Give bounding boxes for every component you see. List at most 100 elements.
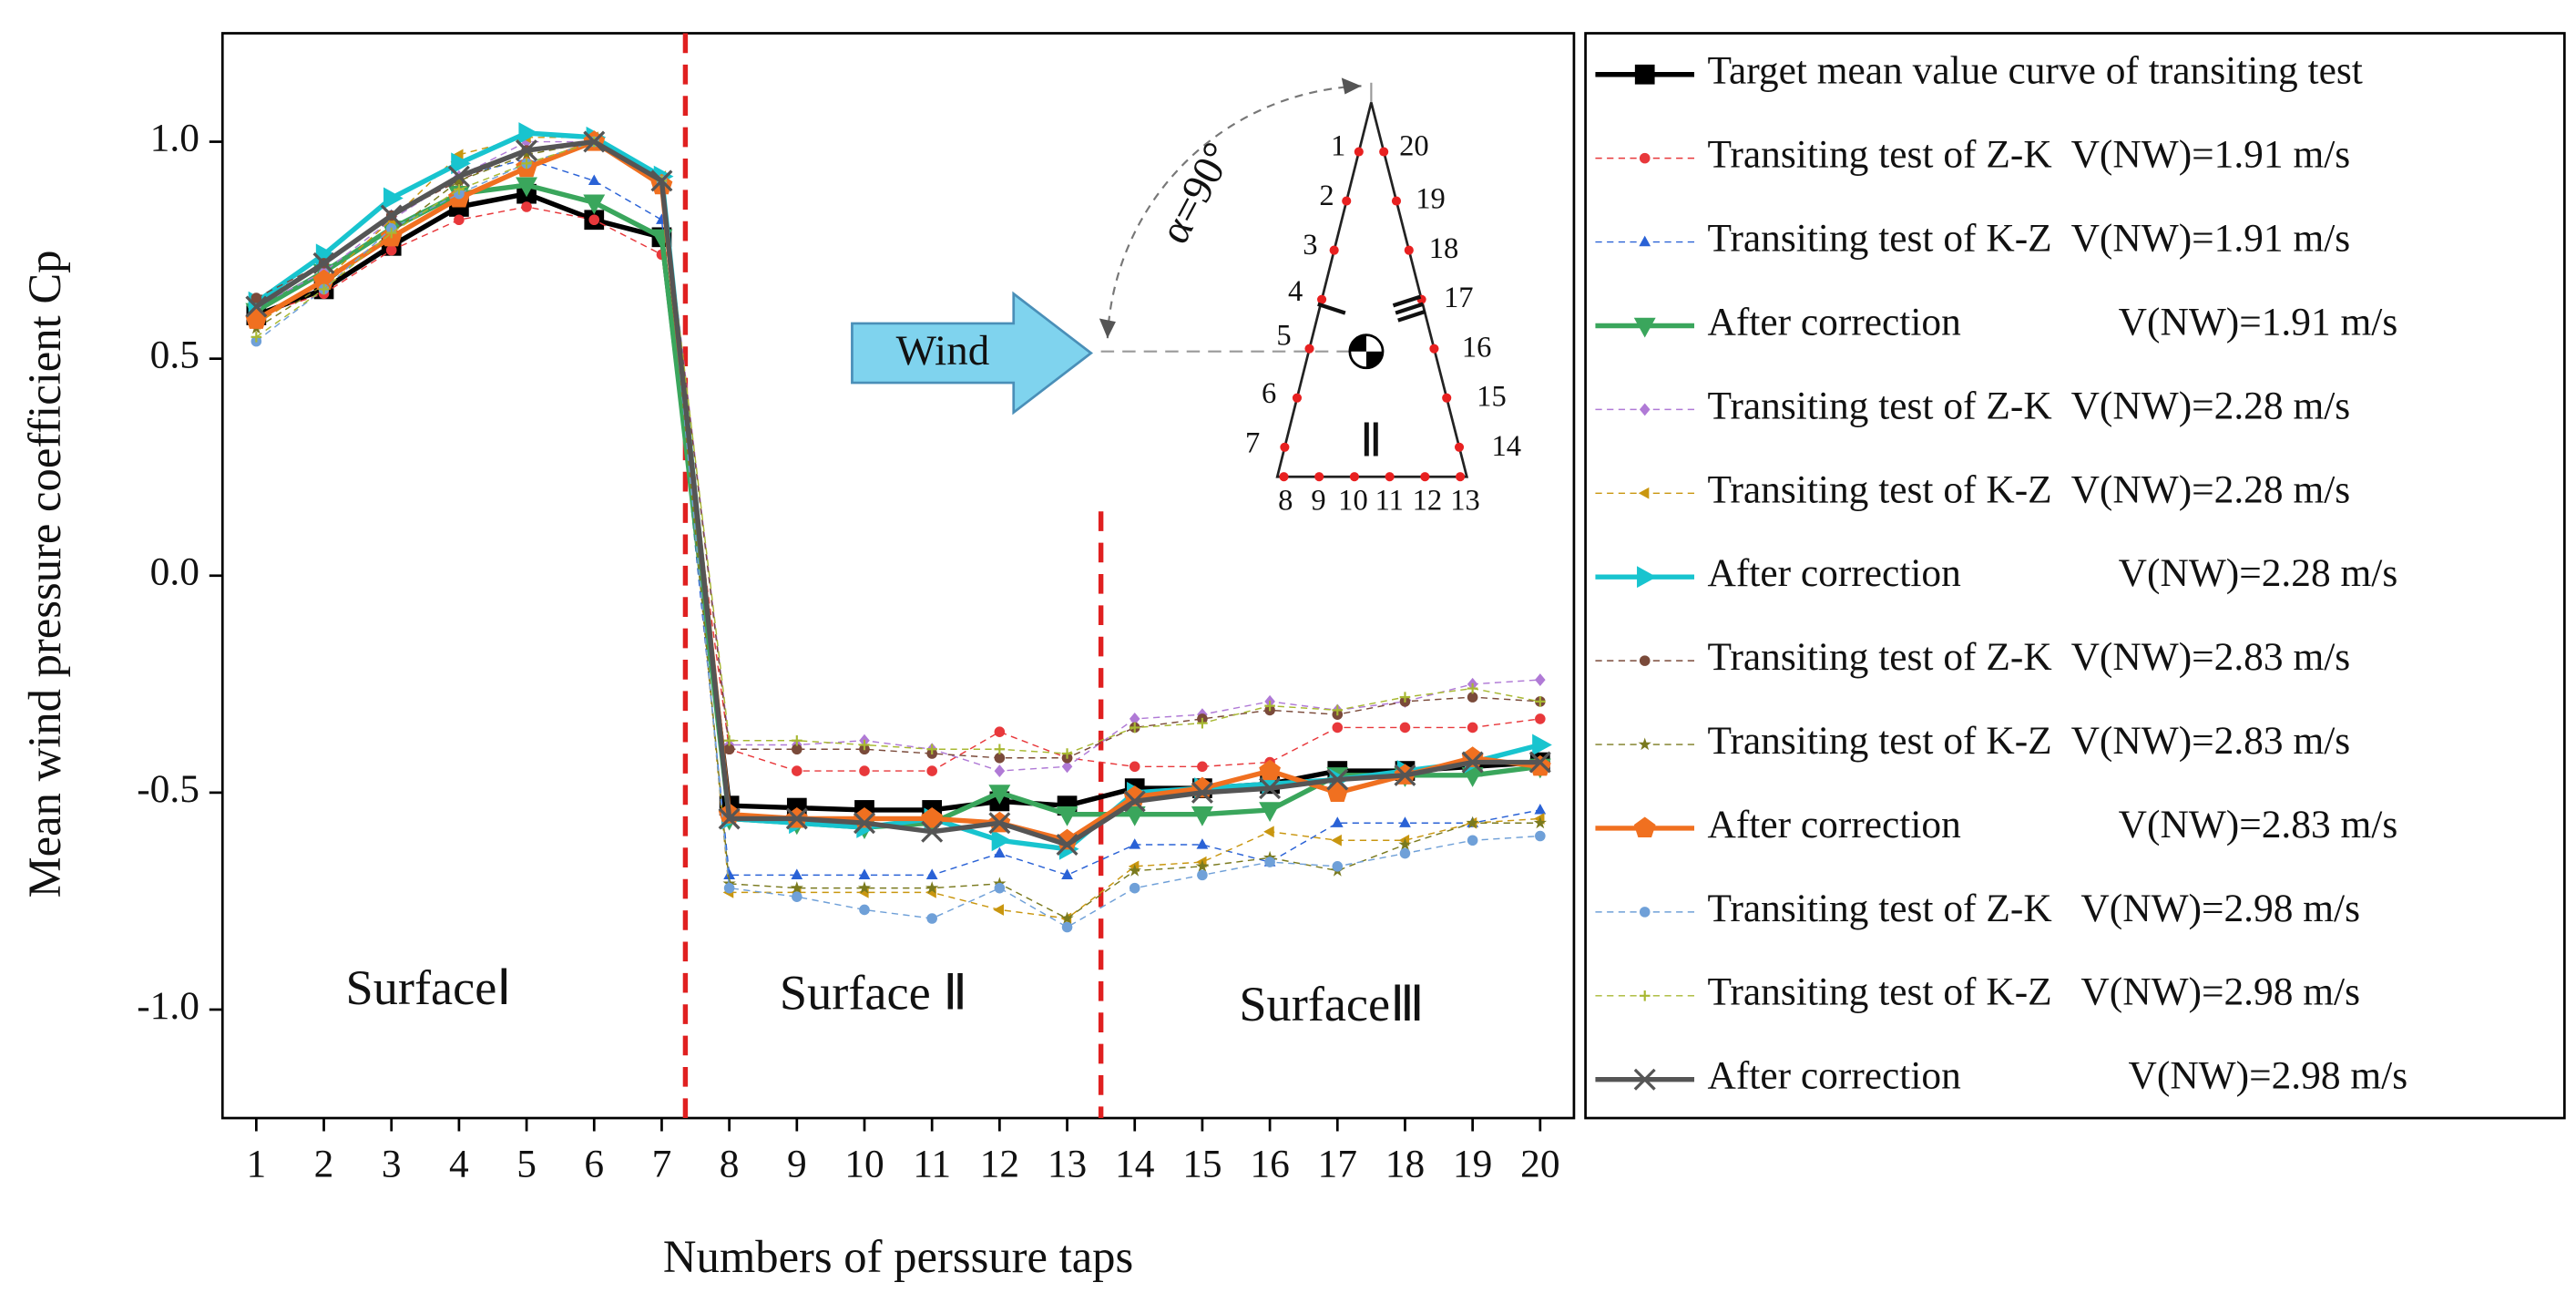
x-tick-label: 18 bbox=[1385, 1142, 1425, 1185]
marker bbox=[1259, 759, 1281, 781]
marker bbox=[1534, 803, 1547, 815]
marker bbox=[380, 204, 403, 227]
tap-label: 13 bbox=[1450, 485, 1480, 518]
marker bbox=[925, 881, 939, 894]
marker bbox=[994, 744, 1006, 755]
marker bbox=[859, 904, 870, 916]
marker bbox=[723, 882, 735, 894]
x-tick-label: 9 bbox=[787, 1142, 807, 1185]
marker bbox=[1061, 748, 1073, 759]
marker bbox=[1634, 64, 1655, 85]
wind-arrow bbox=[851, 291, 1094, 416]
marker bbox=[994, 726, 1006, 737]
marker bbox=[994, 752, 1006, 764]
legend-frame bbox=[1584, 32, 2566, 1120]
marker bbox=[1331, 816, 1344, 827]
tap-label: 1 bbox=[1331, 130, 1345, 163]
tap-dot bbox=[1416, 294, 1426, 304]
tap-label: 3 bbox=[1303, 229, 1317, 262]
x-tick-label: 10 bbox=[844, 1142, 884, 1185]
marker bbox=[1129, 838, 1141, 849]
marker bbox=[521, 201, 532, 212]
marker bbox=[857, 881, 872, 894]
marker bbox=[1535, 673, 1546, 687]
marker bbox=[1639, 655, 1651, 666]
x-tick-label: 19 bbox=[1453, 1142, 1492, 1185]
marker bbox=[925, 868, 938, 879]
x-tick-label: 4 bbox=[449, 1142, 469, 1185]
tap-label: 15 bbox=[1477, 381, 1507, 414]
marker bbox=[1056, 806, 1078, 826]
marker bbox=[1535, 713, 1546, 724]
marker bbox=[1264, 857, 1275, 867]
marker bbox=[1129, 722, 1140, 734]
y-tick-label: -1.0 bbox=[137, 984, 199, 1028]
marker bbox=[1197, 869, 1208, 881]
tap-label: 12 bbox=[1413, 485, 1443, 518]
marker bbox=[1467, 682, 1478, 694]
marker bbox=[1639, 907, 1651, 918]
x-tick-label: 16 bbox=[1250, 1142, 1289, 1185]
series-line bbox=[255, 190, 1541, 813]
tap-dot bbox=[1456, 472, 1466, 482]
marker bbox=[250, 332, 262, 343]
marker bbox=[723, 868, 736, 879]
marker bbox=[1332, 704, 1344, 716]
tap-dot bbox=[1442, 393, 1452, 403]
marker bbox=[1061, 868, 1073, 879]
tap-dot bbox=[1379, 147, 1389, 157]
marker bbox=[1128, 864, 1141, 877]
marker bbox=[1639, 152, 1651, 164]
marker bbox=[723, 734, 735, 746]
y-axis-title: Mean wind pressure coefficient Cp bbox=[19, 251, 70, 898]
series-line bbox=[255, 140, 1540, 929]
tap-label: 9 bbox=[1311, 485, 1325, 518]
marker bbox=[994, 882, 1006, 894]
marker bbox=[1638, 487, 1650, 499]
marker bbox=[1197, 761, 1208, 773]
marker bbox=[1061, 921, 1073, 933]
tap-dot bbox=[1354, 147, 1364, 157]
marker bbox=[994, 764, 1006, 778]
y-tick-label: 0.0 bbox=[150, 550, 199, 594]
marker bbox=[1259, 802, 1282, 822]
marker bbox=[792, 891, 802, 902]
marker bbox=[1060, 911, 1074, 925]
marker bbox=[1467, 722, 1478, 734]
marker bbox=[792, 734, 802, 746]
x-tick-label: 3 bbox=[382, 1142, 402, 1185]
tap-dot bbox=[1342, 196, 1352, 206]
marker bbox=[1639, 235, 1651, 247]
series-line bbox=[256, 140, 1540, 759]
marker bbox=[853, 812, 876, 835]
marker bbox=[1123, 806, 1146, 826]
legend-label: After correction V(NW)=2.83 m/s bbox=[1707, 803, 2397, 846]
x-tick-label: 13 bbox=[1048, 1142, 1087, 1185]
legend-label: Transiting test of Z-K V(NW)=2.83 m/s bbox=[1707, 635, 2350, 679]
marker bbox=[1467, 835, 1478, 846]
surface-mark: Ⅱ bbox=[1360, 415, 1383, 466]
tap-label: 11 bbox=[1375, 485, 1404, 518]
x-tick-label: 6 bbox=[584, 1142, 604, 1185]
tap-dot bbox=[1391, 196, 1402, 206]
marker bbox=[588, 174, 600, 186]
marker bbox=[385, 227, 397, 239]
arc-head-1 bbox=[1341, 77, 1362, 95]
tap-label: 5 bbox=[1276, 320, 1291, 353]
series-line bbox=[255, 158, 1540, 877]
marker bbox=[521, 135, 532, 149]
tap-label: 7 bbox=[1245, 426, 1260, 459]
tap-label: 6 bbox=[1262, 377, 1276, 410]
marker bbox=[1467, 692, 1478, 703]
center-quarter-2 bbox=[1349, 334, 1366, 352]
marker bbox=[1532, 734, 1552, 756]
legend-label: After correction V(NW)=2.98 m/s bbox=[1707, 1054, 2407, 1098]
arc-head-2 bbox=[1099, 318, 1116, 339]
marker bbox=[519, 148, 534, 160]
tap-label: 18 bbox=[1429, 232, 1459, 265]
marker bbox=[583, 194, 606, 215]
wind-label: Wind bbox=[896, 327, 990, 374]
marker bbox=[859, 765, 870, 776]
tap-label: 19 bbox=[1416, 183, 1446, 216]
x-tick-label: 14 bbox=[1115, 1142, 1155, 1185]
